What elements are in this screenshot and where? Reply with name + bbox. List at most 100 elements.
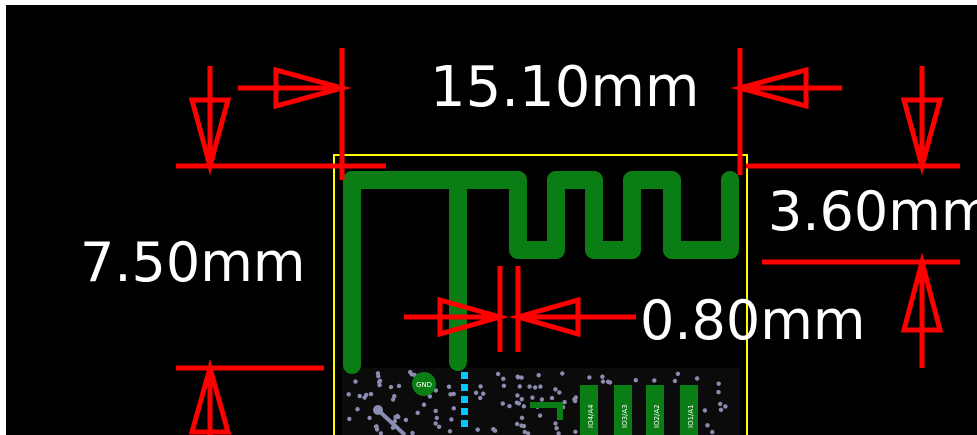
board-outline	[333, 154, 748, 435]
via	[378, 431, 384, 435]
via	[556, 431, 561, 435]
via	[514, 421, 520, 427]
pad-label-gnd: GND	[416, 381, 432, 389]
via	[553, 387, 558, 392]
via	[539, 397, 545, 402]
via	[415, 410, 420, 415]
via	[364, 392, 369, 398]
via	[519, 415, 525, 420]
via	[403, 417, 409, 423]
via	[716, 381, 721, 386]
via	[347, 416, 352, 422]
via	[525, 431, 531, 435]
via	[554, 426, 559, 431]
via	[434, 415, 439, 421]
via	[473, 390, 479, 395]
via	[705, 423, 710, 428]
via	[532, 385, 538, 390]
via	[515, 375, 521, 380]
via	[491, 427, 496, 432]
canvas-left-border	[0, 0, 6, 435]
via	[514, 400, 520, 405]
via	[710, 429, 715, 435]
via	[388, 384, 394, 390]
ground-plane	[342, 368, 740, 435]
via	[600, 374, 605, 379]
pad-label-4: IO1/A1	[687, 404, 695, 428]
via	[408, 369, 413, 375]
via	[395, 413, 400, 419]
via	[527, 384, 532, 389]
via	[501, 383, 507, 388]
via	[507, 403, 512, 409]
via	[478, 384, 483, 389]
via	[478, 395, 483, 401]
via	[718, 407, 724, 412]
via	[421, 402, 427, 407]
via	[557, 390, 562, 395]
via	[549, 395, 555, 401]
via	[515, 393, 520, 398]
dimension-lines	[176, 48, 960, 435]
via	[495, 371, 501, 377]
via	[675, 371, 681, 376]
via	[451, 391, 456, 397]
via	[447, 429, 453, 434]
via	[448, 392, 453, 397]
via	[392, 394, 397, 399]
canvas-top-border	[0, 0, 977, 5]
pad-labels: GND IO4/A4 IO3/A3 IO2/A2 IO1/A1	[416, 381, 695, 428]
via	[377, 382, 382, 388]
via	[449, 417, 454, 422]
via	[521, 404, 527, 409]
feed-pads	[461, 372, 468, 427]
via	[560, 371, 565, 376]
via	[433, 408, 438, 414]
via	[367, 415, 372, 421]
via	[517, 384, 522, 389]
via	[481, 391, 486, 396]
via	[500, 401, 505, 406]
via	[355, 407, 360, 412]
pad-label-1: IO4/A4	[587, 404, 595, 428]
via	[702, 408, 708, 413]
height-dimension-label: 7.50mm	[80, 231, 306, 294]
via	[716, 389, 721, 395]
via	[396, 383, 402, 389]
via	[562, 400, 567, 405]
via	[672, 378, 678, 384]
via	[652, 378, 657, 383]
via	[718, 401, 723, 407]
via	[368, 391, 374, 397]
via	[553, 421, 558, 426]
via	[536, 373, 541, 378]
via	[607, 380, 613, 385]
via	[519, 375, 524, 380]
via	[376, 374, 381, 379]
via	[573, 429, 578, 434]
via	[346, 392, 351, 397]
via	[433, 421, 438, 426]
via	[390, 397, 396, 402]
via	[357, 393, 362, 399]
antenna-trace	[343, 171, 739, 374]
via	[538, 384, 543, 389]
via	[377, 378, 383, 383]
via	[723, 404, 728, 409]
gap-dimension-label: 0.80mm	[640, 289, 866, 352]
via	[633, 378, 638, 383]
via	[572, 398, 578, 404]
antenna-height-dimension-label: 3.60mm	[768, 180, 977, 243]
pad-label-3: IO2/A2	[653, 404, 661, 428]
via	[519, 397, 524, 402]
via	[519, 423, 524, 428]
via	[451, 406, 456, 411]
via	[410, 430, 415, 435]
via	[436, 424, 442, 429]
via	[373, 424, 379, 429]
via	[501, 376, 506, 381]
width-dimension-label: 15.10mm	[430, 55, 700, 120]
via	[475, 427, 480, 432]
